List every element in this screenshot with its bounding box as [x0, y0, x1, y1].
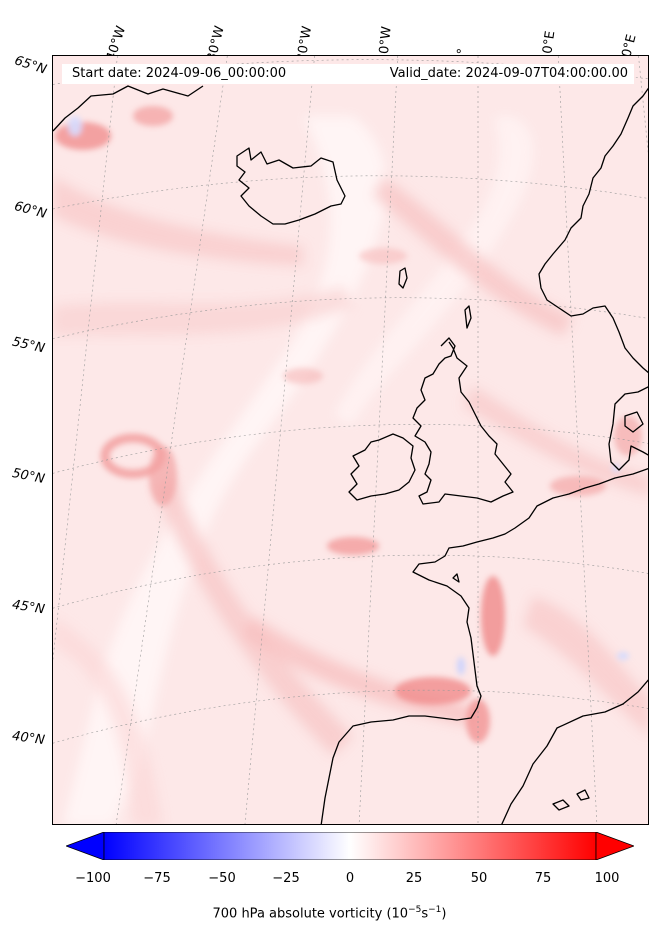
- lat-label-40n: 40°N: [11, 728, 46, 749]
- colorbar-label: 700 hPa absolute vorticity (10−5s−1): [212, 905, 447, 922]
- colorbar-tick-minus25: −25: [272, 871, 300, 886]
- colorbar-extend-min: [66, 832, 105, 860]
- iceland-coast: [236, 147, 346, 225]
- colorbar-tick-minus50: −50: [208, 871, 236, 886]
- ireland-coast: [348, 433, 416, 501]
- denmark-coast: [608, 386, 648, 471]
- colorbar-tick-50: 50: [470, 871, 488, 886]
- colorbar-extend-max: [595, 832, 634, 860]
- colorbar: [66, 832, 634, 860]
- colorbar-tick-minus75: −75: [143, 871, 171, 886]
- valid-date-label: Valid_date: 2024-09-07T04:00:00.00: [389, 66, 628, 81]
- lat-label-50n: 50°N: [10, 466, 46, 487]
- lat-label-60n: 60°N: [12, 199, 49, 222]
- norway-coast: [538, 87, 648, 374]
- colorbar-tick-25: 25: [405, 871, 423, 886]
- graticule: [53, 56, 648, 824]
- mediterranean-coast: [501, 679, 648, 824]
- lat-label-65n: 65°N: [12, 53, 49, 78]
- start-date-label: Start date: 2024-09-06_00:00:00: [72, 66, 287, 81]
- colorbar-tick-0: 0: [345, 871, 355, 886]
- colorbar-tick-100: 100: [594, 871, 620, 886]
- map-panel: [52, 55, 649, 825]
- date-banner: Start date: 2024-09-06_00:00:00 Valid_da…: [62, 64, 634, 84]
- lat-label-45n: 45°N: [11, 597, 46, 618]
- vorticity-map: [53, 56, 648, 824]
- europe-west-coast: [320, 468, 648, 824]
- lat-label-55n: 55°N: [10, 334, 47, 357]
- colorbar-tick-minus100: −100: [75, 871, 111, 886]
- colorbar-tick-75: 75: [534, 871, 552, 886]
- coastlines: [53, 85, 648, 824]
- colorbar-gradient: [103, 832, 597, 860]
- greenland-coast: [53, 85, 204, 132]
- great-britain-coast: [412, 337, 514, 505]
- vorticity-maxima: [55, 106, 642, 743]
- vorticity-field: [53, 116, 648, 824]
